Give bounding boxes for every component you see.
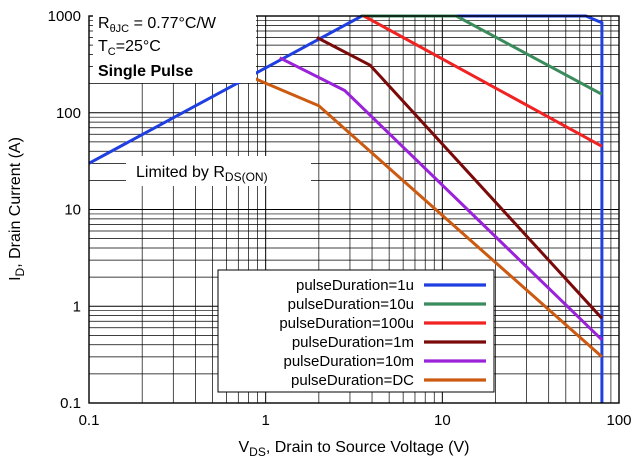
legend: pulseDuration=1u pulseDuration=10u pulseDu… xyxy=(217,269,495,393)
legend-entry-label: pulseDuration=1m xyxy=(292,334,414,351)
x-tick-label: 100 xyxy=(606,412,631,429)
legend-entry-label: pulseDuration=DC xyxy=(291,372,414,389)
y-tick-label: 1000 xyxy=(48,8,81,25)
x-axis-title: VDS, Drain to Source Voltage (V) xyxy=(239,439,470,459)
x-tick-label: 1 xyxy=(261,412,269,429)
y-axis-title: ID, Drain Current (A) xyxy=(7,137,27,281)
legend-entry-label: pulseDuration=10u xyxy=(288,296,414,313)
y-tick-label: 0.1 xyxy=(60,395,81,412)
legend-entry-label: pulseDuration=10m xyxy=(284,353,415,370)
limited-by-rdson-label: Limited by RDS(ON) xyxy=(136,164,268,184)
series-line-5 xyxy=(279,56,603,341)
y-tick-label: 1 xyxy=(73,298,81,315)
series-line-3 xyxy=(363,14,603,148)
limited-label-box xyxy=(126,156,311,186)
y-tick-labels: 0.1 1 10 100 1000 xyxy=(48,8,81,412)
thermal-resistance-label: RθJC = 0.77°C/W xyxy=(98,15,217,35)
legend-box xyxy=(217,269,495,393)
single-pulse-label: Single Pulse xyxy=(98,63,193,80)
annotation-box xyxy=(93,10,256,83)
x-tick-label: 0.1 xyxy=(79,412,100,429)
legend-entry-label: pulseDuration=1u xyxy=(296,277,414,294)
y-tick-label: 10 xyxy=(64,202,81,219)
plot-frame xyxy=(88,15,620,404)
series-line-6 xyxy=(246,73,603,358)
legend-entry-label: pulseDuration=100u xyxy=(279,315,414,332)
case-temperature-label: TC=25°C xyxy=(98,38,161,58)
series-line-4 xyxy=(316,36,604,320)
y-tick-label: 100 xyxy=(56,105,81,122)
x-tick-label: 10 xyxy=(434,412,451,429)
x-tick-labels: 0.1 1 10 100 xyxy=(79,412,632,429)
